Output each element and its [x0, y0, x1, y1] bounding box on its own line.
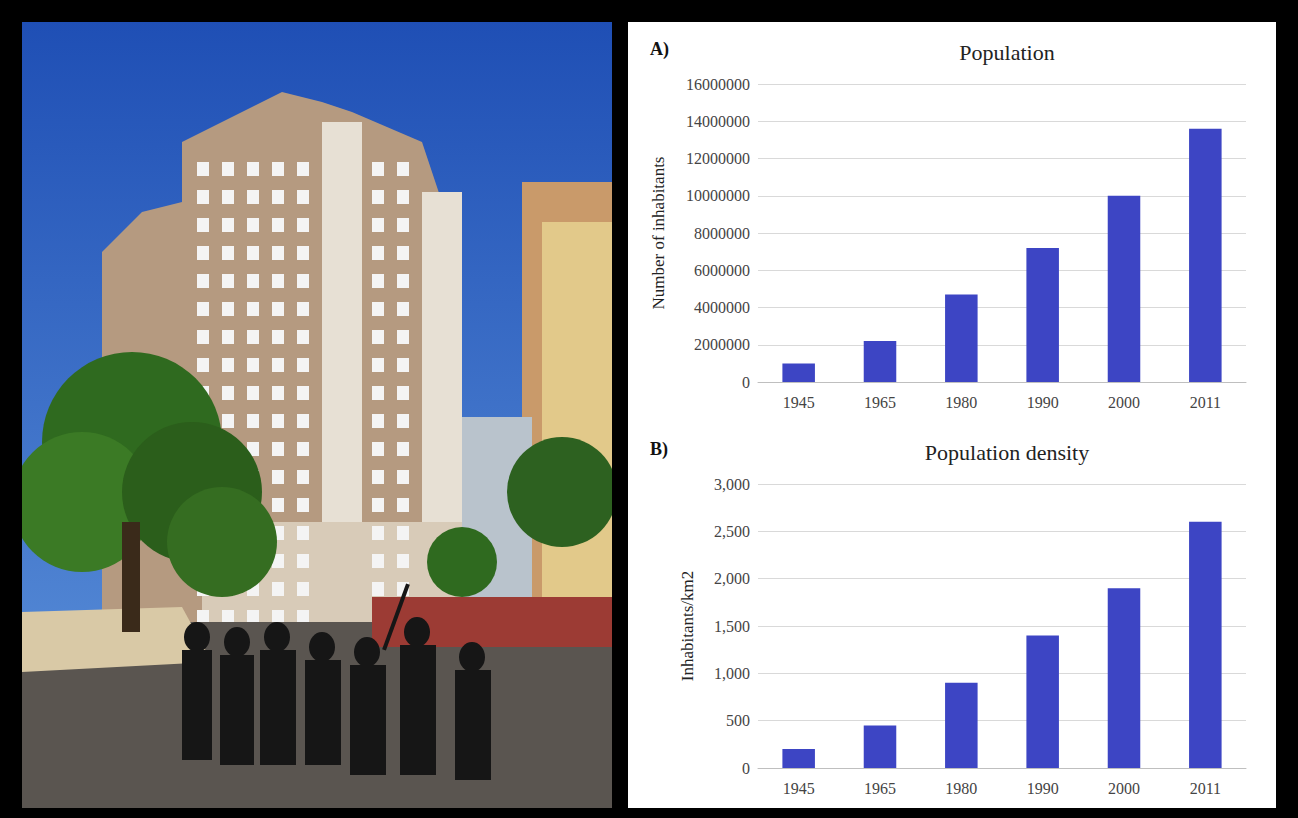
svg-text:2000: 2000	[1108, 780, 1140, 797]
svg-text:1990: 1990	[1027, 394, 1059, 411]
svg-text:1,500: 1,500	[714, 618, 750, 635]
svg-text:1945: 1945	[783, 394, 815, 411]
svg-text:0: 0	[742, 760, 750, 777]
svg-text:Population density: Population density	[925, 440, 1089, 465]
svg-text:4000000: 4000000	[694, 299, 750, 316]
svg-text:Inhabitants/km2: Inhabitants/km2	[678, 571, 697, 681]
svg-text:16000000: 16000000	[686, 76, 750, 93]
svg-text:2011: 2011	[1190, 780, 1221, 797]
svg-text:6000000: 6000000	[694, 262, 750, 279]
svg-text:Number of inhabitants: Number of inhabitants	[649, 157, 668, 310]
svg-text:1945: 1945	[783, 780, 815, 797]
svg-text:2000: 2000	[1108, 394, 1140, 411]
svg-text:1980: 1980	[945, 394, 977, 411]
svg-text:1980: 1980	[945, 780, 977, 797]
svg-text:2011: 2011	[1190, 394, 1221, 411]
svg-text:A): A)	[650, 39, 669, 60]
svg-text:0: 0	[742, 374, 750, 391]
svg-text:B): B)	[650, 439, 668, 460]
svg-text:500: 500	[726, 712, 750, 729]
svg-text:12000000: 12000000	[686, 150, 750, 167]
svg-text:2,000: 2,000	[714, 570, 750, 587]
svg-text:2,500: 2,500	[714, 523, 750, 540]
svg-text:1965: 1965	[864, 780, 896, 797]
svg-text:3,000: 3,000	[714, 476, 750, 493]
svg-text:1,000: 1,000	[714, 665, 750, 682]
svg-text:1965: 1965	[864, 394, 896, 411]
svg-text:14000000: 14000000	[686, 113, 750, 130]
svg-text:10000000: 10000000	[686, 187, 750, 204]
svg-text:8000000: 8000000	[694, 225, 750, 242]
svg-text:1990: 1990	[1027, 780, 1059, 797]
svg-text:2000000: 2000000	[694, 336, 750, 353]
svg-text:Population: Population	[959, 40, 1054, 65]
